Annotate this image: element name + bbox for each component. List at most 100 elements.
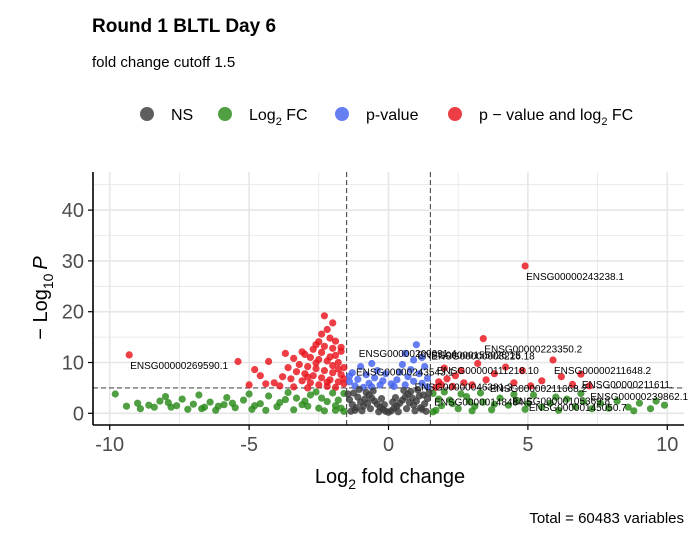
data-point-both: [256, 372, 264, 380]
data-point-both: [279, 373, 287, 381]
caption: Total = 60483 variables: [529, 510, 684, 527]
data-point-both: [331, 351, 340, 359]
data-point-p: [401, 349, 409, 357]
point-labels: ENSG00000243238.1 ENSG00000269590.1 ENSG00…: [130, 272, 688, 414]
point-label: ENSG00000239862.1: [590, 392, 688, 403]
data-point-p: [354, 375, 362, 383]
data-point-both: [284, 364, 292, 372]
data-point-p: [423, 383, 432, 391]
x-axis-label: Log2 fold change: [315, 466, 465, 492]
data-point-ns: [411, 407, 419, 415]
data-point-both: [309, 372, 317, 380]
data-point-fc: [323, 398, 331, 406]
data-point-both: [290, 354, 298, 362]
axes: [88, 172, 684, 430]
data-point-fc: [284, 388, 292, 397]
data-point-fc: [504, 401, 512, 409]
point-label: ENSG00000111218.10: [437, 366, 539, 377]
point-label: ENSG00000243238.1: [526, 272, 624, 283]
data-point-fc: [454, 405, 462, 413]
data-point-p: [382, 370, 390, 378]
legend-label-fc: Log2 FC: [249, 107, 308, 128]
data-point-both: [334, 378, 342, 386]
data-point-both: [312, 365, 320, 373]
point-label: ENSG00000105369.8: [512, 397, 610, 408]
data-point-fc: [465, 398, 473, 406]
data-point-ns: [352, 404, 360, 412]
data-point-fc: [184, 405, 192, 413]
data-point-ns: [362, 388, 370, 397]
data-point-fc: [521, 405, 529, 413]
data-point-fc: [212, 406, 220, 414]
data-point-fc: [479, 398, 487, 406]
data-point-fc: [435, 395, 443, 403]
point-label: ENSG00000269590.1: [130, 361, 228, 372]
gridlines: [93, 172, 684, 425]
data-point-both: [318, 374, 326, 382]
data-point-fc: [220, 401, 228, 409]
data-point-fc: [624, 403, 632, 411]
data-point-fc: [449, 400, 457, 408]
data-point-both: [479, 335, 487, 343]
data-point-ns: [419, 391, 427, 399]
data-point-both: [329, 344, 337, 352]
data-point-both: [298, 377, 306, 385]
data-point-both: [295, 360, 303, 369]
data-point-both: [568, 380, 577, 388]
data-point-fc: [340, 407, 348, 415]
data-point-fc: [111, 390, 119, 398]
data-point-p: [401, 381, 409, 389]
data-point-p: [410, 377, 418, 385]
data-point-fc: [571, 403, 579, 411]
tick-labels: -10 -5 0 5 10 0 10 20 30 40: [62, 200, 679, 456]
data-point-both: [304, 384, 312, 392]
data-point-ns: [377, 395, 386, 403]
data-point-p: [418, 353, 426, 361]
data-point-both: [318, 330, 326, 338]
x-tick-label: -10: [95, 434, 124, 456]
data-point-ns: [345, 396, 354, 404]
data-point-fc: [613, 397, 621, 405]
data-point-fc: [646, 405, 655, 413]
data-point-both: [432, 383, 440, 391]
point-label: ENSG00000243543.1: [356, 368, 454, 379]
x-tick-label: -5: [240, 434, 258, 456]
data-point-p: [393, 376, 401, 384]
data-point-fc: [122, 402, 131, 410]
data-point-fc: [605, 404, 613, 412]
data-point-ns: [403, 405, 411, 413]
data-point-p: [345, 378, 354, 386]
data-point-both: [490, 370, 498, 378]
data-point-fc: [312, 388, 320, 396]
data-point-ns: [366, 405, 374, 413]
legend-label-ns: NS: [171, 107, 193, 124]
data-point-both: [304, 363, 312, 371]
data-point-fc: [510, 390, 518, 399]
data-point-ns: [400, 386, 408, 395]
y-tick-label: 30: [62, 251, 84, 273]
data-point-fc: [173, 402, 181, 410]
data-point-both: [306, 353, 314, 361]
data-point-ns: [358, 407, 366, 415]
data-point-fc: [334, 396, 342, 404]
data-point-both: [443, 375, 451, 383]
data-point-both: [449, 382, 457, 390]
data-point-both: [304, 373, 312, 381]
point-label: ENSG00000046381.2: [415, 383, 513, 394]
data-point-fc: [315, 404, 323, 412]
legend-label-p: p-value: [366, 107, 419, 124]
data-point-p: [407, 366, 415, 374]
data-point-fc: [329, 389, 337, 397]
data-point-fc: [178, 395, 186, 403]
data-point-fc: [538, 403, 546, 411]
y-axis-label: − Log10P: [30, 256, 56, 340]
data-point-both: [437, 381, 446, 389]
y-tick-label: 10: [62, 353, 84, 375]
data-point-fc: [134, 399, 142, 407]
data-point-fc: [577, 389, 585, 398]
data-point-p: [373, 367, 381, 375]
data-point-fc: [290, 406, 298, 414]
data-point-both: [577, 370, 585, 378]
data-point-both: [329, 369, 337, 377]
x-tick-label: 10: [656, 434, 678, 456]
